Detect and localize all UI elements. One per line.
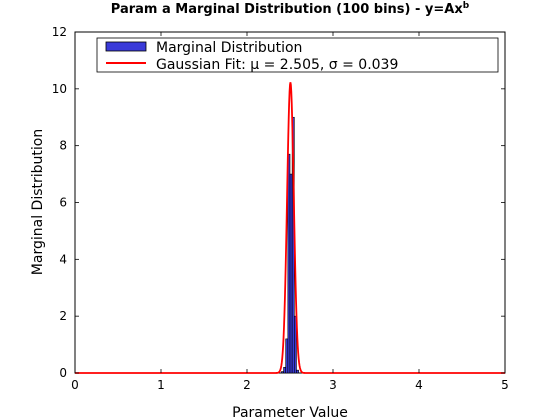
legend-label-histogram: Marginal Distribution <box>156 40 302 56</box>
y-tick-label: 4 <box>59 252 67 266</box>
y-tick-label: 12 <box>52 25 67 39</box>
histogram-bar-7 <box>296 369 299 374</box>
histogram-bar-3 <box>287 153 291 374</box>
legend-swatch-histogram <box>105 41 147 52</box>
x-tick-label: 5 <box>501 378 509 392</box>
x-tick-label: 2 <box>243 378 251 392</box>
legend: Marginal Distribution Gaussian Fit: μ = … <box>96 37 499 73</box>
x-axis-label: Parameter Value <box>232 405 348 420</box>
chart-title: Param a Marginal Distribution (100 bins)… <box>111 1 470 17</box>
y-tick-label: 2 <box>59 309 67 323</box>
histogram-bar-0 <box>281 371 284 374</box>
histogram-bar-2 <box>285 338 289 374</box>
x-tick-label: 4 <box>415 378 423 392</box>
gaussian-fit <box>75 82 505 374</box>
legend-label-fit: Gaussian Fit: μ = 2.505, σ = 0.039 <box>156 57 398 73</box>
x-tick-label: 3 <box>329 378 337 392</box>
histogram-bar-4 <box>289 173 293 374</box>
y-tick-label: 0 <box>59 366 67 380</box>
y-tick-label: 6 <box>59 196 67 210</box>
legend-box <box>96 37 499 73</box>
y-axis-ticks: 0 2 4 6 8 10 12 <box>52 25 505 380</box>
x-tick-label: 0 <box>71 378 79 392</box>
y-tick-label: 8 <box>59 139 67 153</box>
x-tick-label: 1 <box>157 378 165 392</box>
y-tick-label: 10 <box>52 82 67 96</box>
histogram-bar-1 <box>283 367 286 374</box>
gaussian-fit-line <box>75 82 505 374</box>
x-axis-ticks: 0 1 2 3 4 5 <box>71 32 509 392</box>
y-axis-label: Marginal Distribution <box>30 129 46 275</box>
histogram-bar-6 <box>293 315 297 374</box>
